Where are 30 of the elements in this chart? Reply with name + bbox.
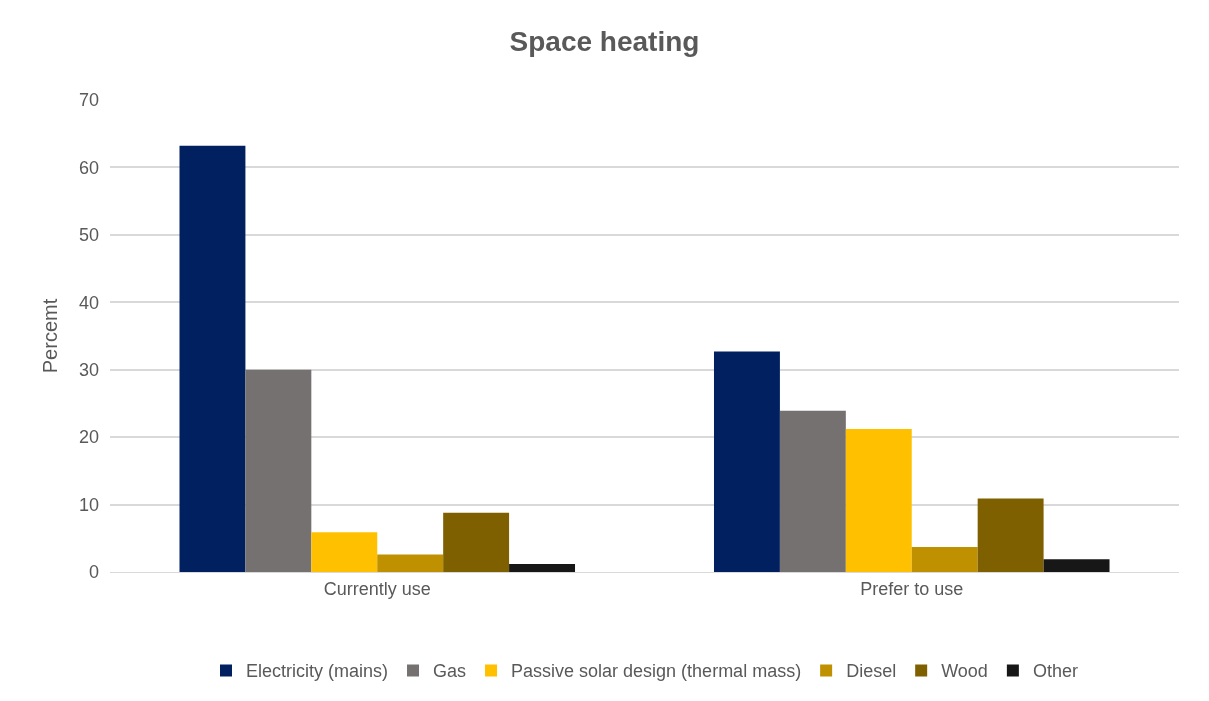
legend-label: Diesel [846,661,897,682]
y-tick-label: 70 [78,90,99,111]
y-axis-title: Percemt [39,298,62,374]
legend-label: Other [1032,661,1078,682]
bar [977,498,1044,572]
bar [845,429,912,572]
y-tick-label: 0 [88,562,99,583]
bar [179,145,246,572]
chart-title: Space heating [509,26,700,58]
y-tick-label: 10 [78,494,99,515]
legend-label: Passive solar design (thermal mass) [511,661,802,682]
bar [911,547,978,572]
legend-label: Gas [433,661,467,682]
bar [377,554,444,572]
legend-label: Electricity (mains) [246,661,389,682]
legend-label: Wood [941,661,988,682]
bar [779,410,846,572]
y-tick-label: 40 [78,292,99,313]
bar [509,563,576,572]
bar [443,512,510,572]
x-tick-label: Currently use [323,578,431,599]
y-tick-label: 20 [78,427,99,448]
bar [245,369,312,572]
x-tick-label: Prefer to use [860,578,964,599]
bar [311,532,378,572]
bar [1043,559,1110,572]
y-tick-label: 60 [78,157,99,178]
y-tick-label: 30 [78,360,99,381]
bar [713,351,780,572]
y-tick-label: 50 [78,225,99,246]
